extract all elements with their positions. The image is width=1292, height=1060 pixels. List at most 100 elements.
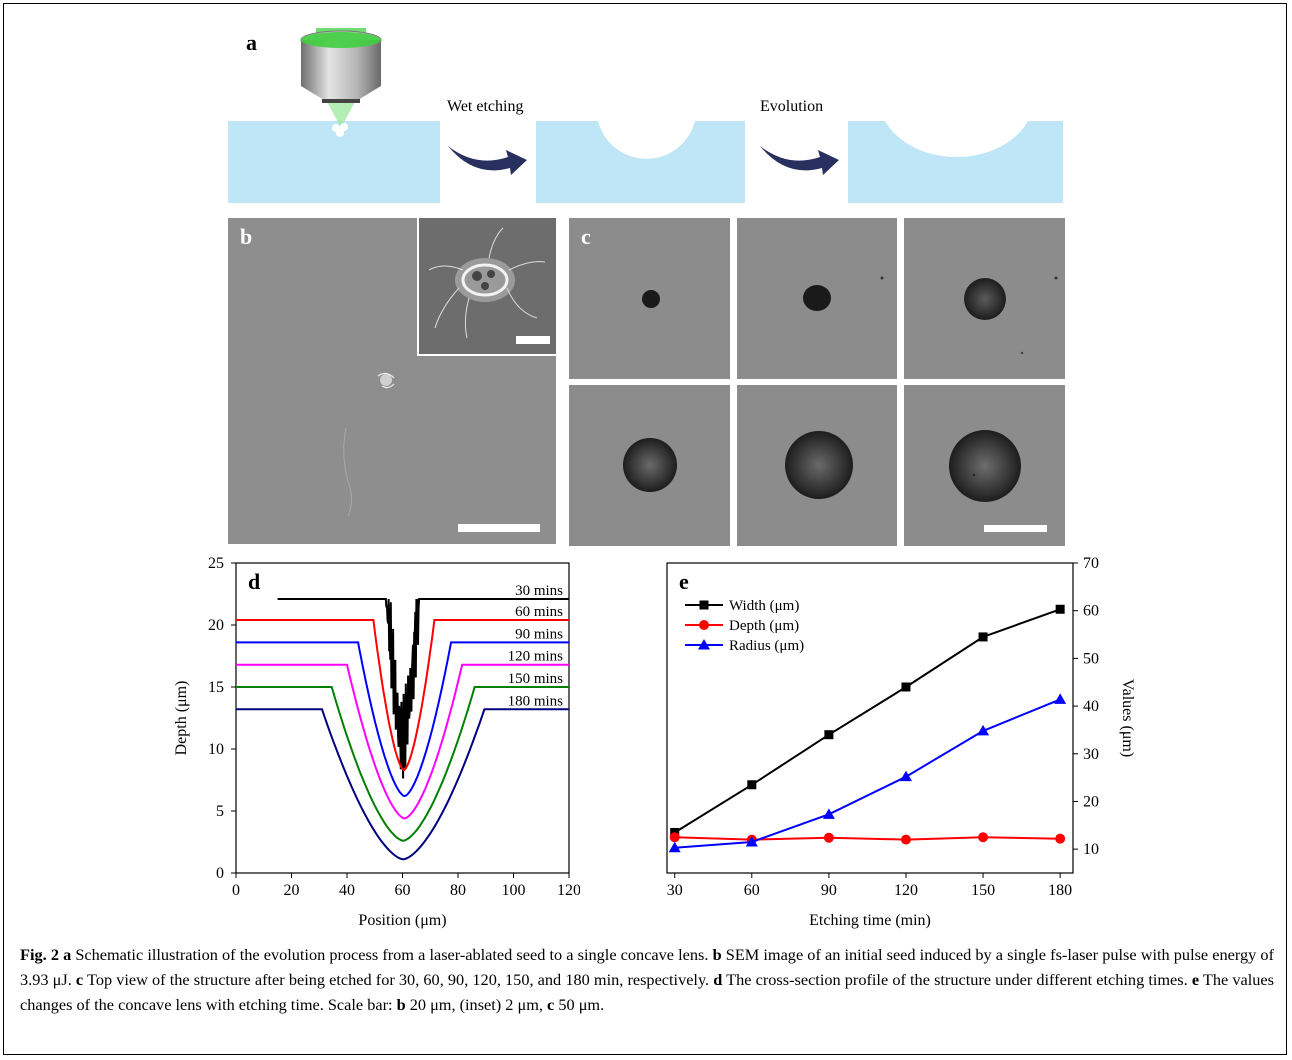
series-label-d: 120 mins xyxy=(508,649,564,665)
top-view-30min: c xyxy=(569,218,730,379)
top-view-60min xyxy=(737,218,897,379)
arrow-wet-etching xyxy=(448,146,527,175)
figure-caption: Fig. 2 a Schematic illustration of the e… xyxy=(20,942,1274,1017)
y-axis-label-d: Depth (μm) xyxy=(173,681,190,756)
panel-label-a: a xyxy=(246,30,257,55)
ablated-seed xyxy=(332,123,348,137)
legend-marker-e xyxy=(698,639,710,650)
substrate-initial xyxy=(228,121,440,203)
series-label-d: 90 mins xyxy=(515,626,563,642)
x-tick-label-e: 180 xyxy=(1048,882,1072,899)
figure-frame xyxy=(3,3,1287,1055)
panel-label-c: c xyxy=(581,224,591,249)
top-view-150min xyxy=(737,385,897,546)
caption-scalebar-b-text: 20 μm, (inset) 2 μm, xyxy=(405,995,548,1014)
x-tick-label-e: 150 xyxy=(971,882,995,899)
y-axis-label-e: Values (μm) xyxy=(1119,679,1136,757)
caption-scalebar-c-text: 50 μm. xyxy=(554,995,605,1014)
substrate-etched xyxy=(536,121,745,203)
sem-image-seed: b xyxy=(228,218,556,544)
caption-label-e: e xyxy=(1191,970,1200,989)
top-view-90min xyxy=(904,218,1065,379)
x-tick-label-d: 0 xyxy=(232,882,240,899)
scale-bar-c xyxy=(984,525,1047,532)
y-tick-label-d: 15 xyxy=(208,679,224,696)
x-tick-label-d: 80 xyxy=(450,882,466,899)
data-point-e xyxy=(824,730,834,740)
series-line-d xyxy=(236,663,569,820)
data-point-e xyxy=(901,682,911,692)
data-point-e xyxy=(668,841,681,853)
scale-bar-b xyxy=(458,524,540,532)
y-tick-label-e: 40 xyxy=(1083,698,1099,715)
data-point-e xyxy=(1054,693,1067,704)
top-view-180min xyxy=(904,385,1065,546)
y-tick-label-e: 20 xyxy=(1083,793,1099,810)
y-tick-label-d: 0 xyxy=(216,865,224,882)
series-line-d xyxy=(236,708,569,861)
x-tick-label-e: 90 xyxy=(821,882,837,899)
x-tick-label-d: 120 xyxy=(557,882,580,899)
caption-scalebar-b-label: b xyxy=(396,995,406,1014)
series-line-e xyxy=(674,698,1061,849)
inset-seed-structure xyxy=(428,227,546,339)
y-tick-label-e: 70 xyxy=(1083,555,1099,572)
arrow-evolution xyxy=(760,146,839,175)
caption-text-b: SEM image of an initial seed induced by … xyxy=(20,945,1274,989)
y-tick-label-e: 60 xyxy=(1083,603,1099,620)
data-point-e xyxy=(669,832,680,843)
series-line-d xyxy=(236,686,569,842)
data-point-e xyxy=(823,832,834,843)
inset-scale-bar xyxy=(516,336,550,344)
legend-label-e: Width (μm) xyxy=(729,598,799,614)
x-tick-label-d: 20 xyxy=(284,882,300,899)
caption-text-c: Top view of the structure after being et… xyxy=(83,970,714,989)
legend-marker-e xyxy=(699,620,709,630)
legend-label-e: Radius (μm) xyxy=(729,638,804,654)
caption-text-d: The cross-section profile of the structu… xyxy=(722,970,1192,989)
caption-scalebar-c-label: c xyxy=(547,995,555,1014)
series-line-e xyxy=(674,836,1061,841)
caption-text-e: The values changes of the concave lens w… xyxy=(20,970,1274,1014)
data-point-e xyxy=(899,770,912,782)
series-line-e xyxy=(674,608,1061,834)
caption-label-d: d xyxy=(713,970,723,989)
y-tick-label-e: 30 xyxy=(1083,746,1099,763)
caption-label-c: c xyxy=(75,970,84,989)
x-tick-label-e: 120 xyxy=(894,882,918,899)
series-label-d: 30 mins xyxy=(515,583,563,599)
data-point-e xyxy=(747,780,757,790)
schematic-diagram xyxy=(228,28,1063,203)
series-label-d: 180 mins xyxy=(508,693,564,709)
data-point-e xyxy=(745,836,758,847)
panel-label-b: b xyxy=(240,224,253,249)
plot-frame-e xyxy=(666,562,1074,874)
panel-label-d: d xyxy=(248,569,260,594)
y-tick-label-d: 25 xyxy=(208,555,224,572)
chart-e-values: 30 60 90 120 150 180 10 20 30 40 50 60 70 Etching tim… xyxy=(666,555,1136,929)
objective-lens-icon xyxy=(300,30,382,103)
top-view-120min xyxy=(569,385,730,546)
data-point-e xyxy=(900,834,911,845)
legend-label-e: Depth (μm) xyxy=(729,618,799,634)
x-tick-label-e: 60 xyxy=(744,882,760,899)
x-axis-label-e: Etching time (min) xyxy=(809,912,931,929)
label-wet-etching: Wet etching xyxy=(447,98,524,115)
substrate-evolved xyxy=(848,121,1063,203)
data-point-e xyxy=(822,808,835,819)
series-line-d xyxy=(236,619,569,772)
data-point-e xyxy=(978,832,989,843)
data-point-e xyxy=(978,632,988,642)
x-tick-label-d: 60 xyxy=(395,882,411,899)
data-point-e xyxy=(1055,604,1065,614)
series-line-d xyxy=(236,641,569,798)
y-tick-label-d: 20 xyxy=(208,617,224,634)
x-axis-label-d: Position (μm) xyxy=(358,912,446,929)
series-label-d: 150 mins xyxy=(508,671,564,687)
y-tick-label-e: 10 xyxy=(1083,841,1099,858)
legend-marker-e xyxy=(699,600,709,610)
y-tick-label-d: 10 xyxy=(208,741,224,758)
series-label-d: 60 mins xyxy=(515,604,563,620)
y-tick-label-d: 5 xyxy=(216,803,224,820)
series-line-d xyxy=(277,598,569,779)
